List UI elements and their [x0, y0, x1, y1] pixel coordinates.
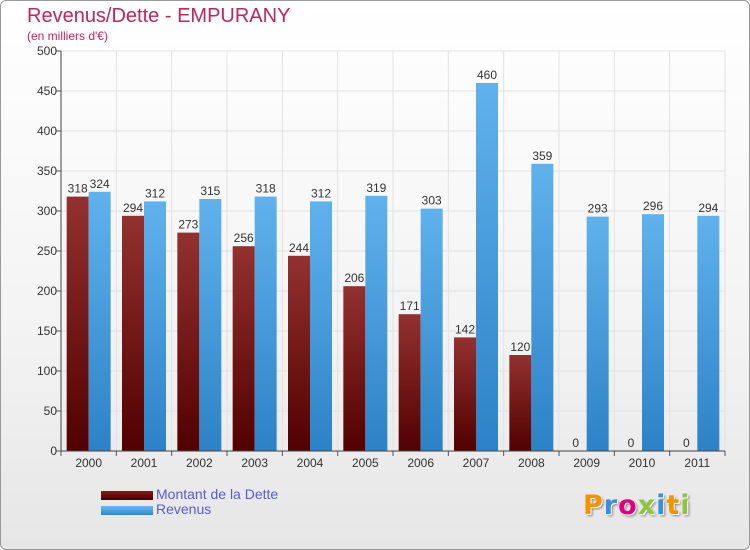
x-tick-label-2008: 2008	[518, 456, 545, 470]
y-tick-label: 300	[37, 204, 57, 218]
x-tick-label-2005: 2005	[352, 456, 379, 470]
y-tick-label: 150	[37, 324, 57, 338]
bar-revenue-2001	[144, 201, 166, 451]
bar-revenue-2003	[254, 196, 277, 451]
bars: 318 3242943122733152563182443122063191713…	[66, 68, 720, 452]
data-label-revenue-2008: 359	[532, 149, 552, 163]
bar-debt-2004	[288, 255, 310, 451]
y-tick-label: 200	[37, 284, 57, 298]
x-tick-label-2007: 2007	[463, 456, 490, 470]
x-tick-label-2001: 2001	[131, 456, 158, 470]
y-tick-label: 500	[37, 44, 57, 58]
data-label-debt-2001: 294	[123, 201, 143, 215]
bar-debt-2003	[232, 246, 255, 451]
bar-revenue-2008	[531, 163, 554, 452]
x-tick-label-2003: 2003	[241, 456, 268, 470]
data-label-debt-2011: 0	[683, 436, 690, 450]
data-label-revenue-2000: 324	[90, 177, 110, 191]
y-tick-label: 0	[50, 444, 57, 458]
bar-revenue-2002	[199, 199, 222, 451]
data-label-revenue-2001: 312	[145, 186, 165, 200]
y-tick-label: 350	[37, 164, 57, 178]
data-label-debt-2005: 206	[344, 271, 364, 285]
grid-lines	[60, 50, 726, 452]
bar-debt-2000	[66, 196, 89, 451]
x-tick-label-2011: 2011	[684, 456, 710, 470]
data-label-revenue-2011: 294	[698, 201, 718, 215]
x-tick-label-2002: 2002	[186, 456, 213, 470]
bar-revenue-2011	[697, 215, 720, 451]
legend-swatch-debt	[101, 491, 153, 500]
chart-subtitle: (en milliers d'€)	[27, 29, 108, 43]
x-tick-label-2009: 2009	[573, 456, 600, 470]
y-tick-label: 400	[37, 124, 57, 138]
data-label-revenue-2004: 312	[311, 186, 331, 200]
legend-label-revenue: Revenus	[156, 501, 212, 517]
x-tick-label-2000: 2000	[75, 456, 102, 470]
chart-title: Revenus/Dette - EMPURANY	[27, 5, 291, 27]
data-label-debt-2002: 273	[178, 218, 198, 232]
y-tick-label: 450	[37, 84, 57, 98]
y-tick-label: 50	[44, 404, 58, 418]
bar-revenue-2010	[642, 214, 664, 451]
x-tick-label-2006: 2006	[407, 456, 434, 470]
data-label-revenue-2003: 318	[256, 182, 276, 196]
data-label-debt-2010: 0	[628, 436, 635, 450]
bar-debt-2006	[398, 314, 421, 451]
bar-debt-2007	[454, 337, 476, 451]
bar-debt-2001	[122, 215, 144, 451]
data-label-revenue-2005: 319	[366, 181, 386, 195]
bar-revenue-2004	[310, 201, 332, 451]
data-label-revenue-2006: 303	[422, 194, 442, 208]
bar-revenue-2000	[88, 191, 111, 452]
data-label-debt-2008: 120	[510, 340, 530, 354]
bar-revenue-2005	[365, 195, 388, 451]
bar-revenue-2009	[586, 216, 609, 451]
bar-debt-2005	[343, 286, 366, 451]
data-label-revenue-2010: 296	[643, 199, 663, 213]
proxiti-logo: Proxiti	[583, 490, 691, 521]
data-label-revenue-2009: 293	[588, 202, 608, 216]
axes: 0 50 100 150 200 250 300 350 400 450 500 2000 2001 20…	[37, 44, 726, 470]
legend-swatch-revenue	[101, 506, 153, 515]
bar-revenue-2006	[420, 208, 443, 451]
legend-label-debt: Montant de la Dette	[156, 486, 279, 502]
data-label-debt-2000: 318	[68, 182, 88, 196]
data-label-debt-2003: 256	[234, 231, 254, 245]
x-tick-label-2010: 2010	[629, 456, 656, 470]
data-label-debt-2009: 0	[572, 436, 579, 450]
bar-debt-2008	[509, 355, 532, 451]
data-label-debt-2007: 142	[455, 322, 475, 336]
bar-revenue-2007	[476, 83, 498, 451]
data-label-debt-2004: 244	[289, 241, 309, 255]
bar-debt-2002	[177, 232, 200, 451]
y-tick-label: 250	[37, 244, 57, 258]
x-tick-label-2004: 2004	[297, 456, 324, 470]
data-label-revenue-2002: 315	[200, 184, 220, 198]
y-tick-label: 100	[37, 364, 57, 378]
data-label-revenue-2007: 460	[477, 68, 497, 82]
data-label-debt-2006: 171	[400, 299, 420, 313]
